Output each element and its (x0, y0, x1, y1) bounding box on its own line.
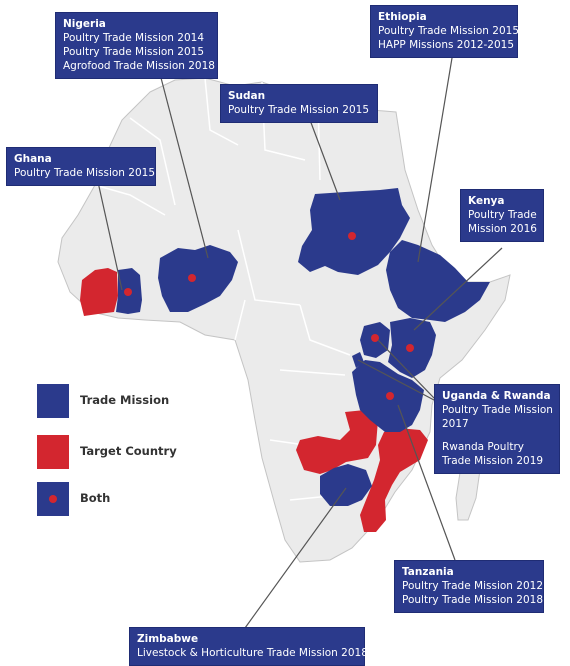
leader-sudan (309, 119, 341, 201)
callout-tanzania: Tanzania Poultry Trade Mission 2012 Poul… (394, 560, 544, 613)
legend-swatch-both (37, 482, 69, 516)
legend-label-target-country: Target Country (80, 444, 177, 458)
leader-uganda-rwanda-1 (377, 339, 435, 399)
legend-label-trade-mission: Trade Mission (80, 393, 170, 407)
callout-kenya: Kenya Poultry Trade Mission 2016 (460, 189, 544, 242)
callout-ethiopia-line: HAPP Missions 2012-2015 (378, 39, 515, 51)
country-mozambique (360, 428, 428, 532)
callout-ghana: Ghana Poultry Trade Mission 2015 (6, 147, 156, 186)
leader-ghana (97, 181, 123, 291)
both-dot-ghana (124, 288, 132, 296)
legend-label-both: Both (80, 491, 111, 505)
legend-item-trade-mission: Trade Mission (37, 384, 177, 418)
country-zimbabwe (320, 464, 372, 506)
callout-nigeria-line: Agrofood Trade Mission 2018 (63, 60, 215, 72)
leader-zimbabwe (244, 487, 347, 629)
leader-uganda-rwanda-2 (357, 359, 435, 401)
legend-item-both: Both (37, 482, 177, 516)
country-cote-divoire (80, 268, 118, 316)
callout-tanzania-line: Poultry Trade Mission 2018 (402, 594, 543, 606)
callout-ghana-title: Ghana (14, 153, 52, 165)
country-sudan (298, 188, 410, 275)
callout-tanzania-line: Poultry Trade Mission 2012 (402, 580, 543, 592)
both-markers (124, 232, 414, 400)
callout-nigeria-line: Poultry Trade Mission 2015 (63, 46, 204, 58)
leader-tanzania (397, 404, 456, 561)
leader-kenya (413, 247, 503, 331)
leader-lines (97, 51, 503, 629)
callout-ethiopia: Ethiopia Poultry Trade Mission 2015 HAPP… (370, 5, 519, 58)
callout-zimbabwe: Zimbabwe Livestock & Horticulture Trade … (129, 627, 368, 666)
both-dot-tanzania (386, 392, 394, 400)
country-nigeria (158, 245, 238, 312)
callout-uganda-rwanda-line: Poultry Trade Mission 2017 (442, 404, 553, 430)
leader-nigeria (159, 73, 209, 259)
country-borders (94, 77, 351, 501)
legend-swatch-trade-mission (37, 384, 69, 418)
callout-nigeria-title: Nigeria (63, 18, 106, 30)
callout-zimbabwe-line: Livestock & Horticulture Trade Mission 2… (137, 647, 368, 659)
both-dot-nigeria (188, 274, 196, 282)
callout-kenya-title: Kenya (468, 195, 505, 207)
callout-ethiopia-title: Ethiopia (378, 11, 427, 23)
both-dot-sudan (348, 232, 356, 240)
callout-ghana-line: Poultry Trade Mission 2015 (14, 167, 155, 179)
callout-kenya-line: Poultry Trade Mission 2016 (468, 209, 537, 235)
callout-nigeria-line: Poultry Trade Mission 2014 (63, 32, 204, 44)
legend-dot-both (49, 495, 57, 503)
callout-tanzania-title: Tanzania (402, 566, 454, 578)
country-ethiopia (386, 240, 490, 322)
callout-ethiopia-line: Poultry Trade Mission 2015 (378, 25, 519, 37)
callout-uganda-rwanda: Uganda & Rwanda Poultry Trade Mission 20… (434, 384, 560, 474)
callout-zimbabwe-title: Zimbabwe (137, 633, 199, 645)
callout-sudan-line: Poultry Trade Mission 2015 (228, 104, 369, 116)
legend-item-target-country: Target Country (37, 435, 177, 469)
callout-sudan: Sudan Poultry Trade Mission 2015 (220, 84, 378, 123)
legend-swatch-target-country (37, 435, 69, 469)
callout-uganda-rwanda-title: Uganda & Rwanda (442, 390, 551, 402)
callout-sudan-title: Sudan (228, 90, 266, 102)
leader-ethiopia (417, 51, 454, 263)
callout-uganda-rwanda-line: Rwanda Poultry Trade Mission 2019 (442, 441, 544, 467)
both-dot-kenya (406, 344, 414, 352)
both-dot-uganda (371, 334, 379, 342)
country-zambia (296, 410, 378, 474)
callout-nigeria: Nigeria Poultry Trade Mission 2014 Poult… (55, 12, 218, 79)
